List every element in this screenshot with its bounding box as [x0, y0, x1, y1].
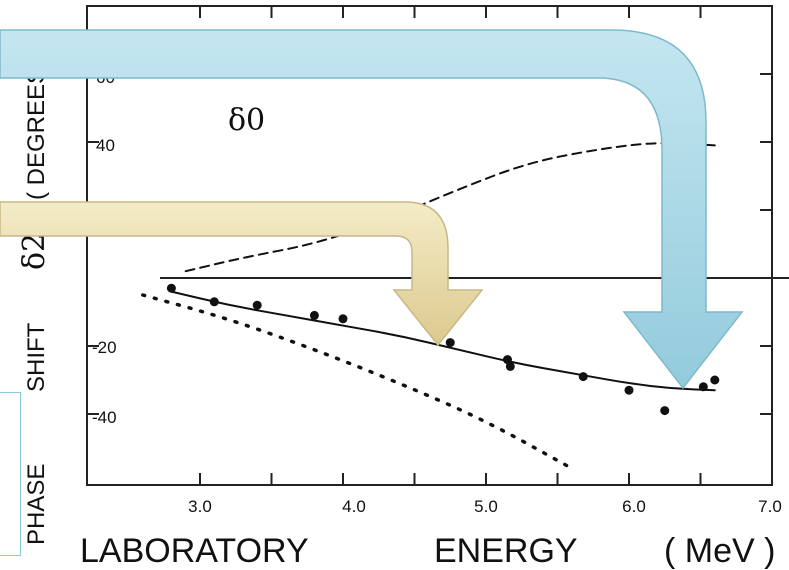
- xtick-label-7: 7.0: [758, 497, 782, 516]
- xtick-label-5: 5.0: [474, 497, 498, 516]
- series-label-delta2: δ2: [17, 233, 52, 270]
- series-label-delta0: δ0: [228, 103, 265, 138]
- data-point: [624, 385, 634, 395]
- tick-marks: [87, 6, 772, 485]
- data-point: [445, 338, 455, 348]
- xlabel-word1: LABORATORY: [80, 532, 309, 570]
- data-point: [338, 314, 348, 324]
- data-point: [252, 300, 262, 310]
- data-point: [578, 372, 588, 382]
- data-point: [309, 310, 319, 320]
- xlabel-unit: ( MeV ): [664, 532, 775, 570]
- data-point: [209, 297, 219, 307]
- data-points: [166, 283, 720, 416]
- series-line-solid: [170, 290, 716, 392]
- tan-arrow: [0, 201, 484, 347]
- ytick-label-neg40: -40: [92, 408, 117, 427]
- data-point: [502, 355, 512, 365]
- xtick-label-6: 6.0: [622, 497, 646, 516]
- ytick-label-neg20: -20: [92, 338, 117, 357]
- phase-label-frame: [0, 392, 21, 556]
- data-point: [505, 361, 515, 371]
- ylabel-shift: SHIFT: [23, 322, 50, 392]
- xtick-label-4: 4.0: [342, 497, 366, 516]
- data-point: [698, 382, 708, 392]
- data-point: [166, 283, 176, 293]
- series-line-dotted: [141, 293, 574, 471]
- blue-arrow: [0, 29, 744, 390]
- xlabel-word2: ENERGY: [434, 532, 578, 570]
- data-point: [660, 406, 670, 416]
- plot-frame: [86, 5, 773, 486]
- xtick-label-3: 3.0: [188, 497, 212, 516]
- data-point: [710, 375, 720, 385]
- ytick-label-40: 40: [96, 136, 115, 155]
- ylabel-phase: PHASE: [23, 464, 50, 545]
